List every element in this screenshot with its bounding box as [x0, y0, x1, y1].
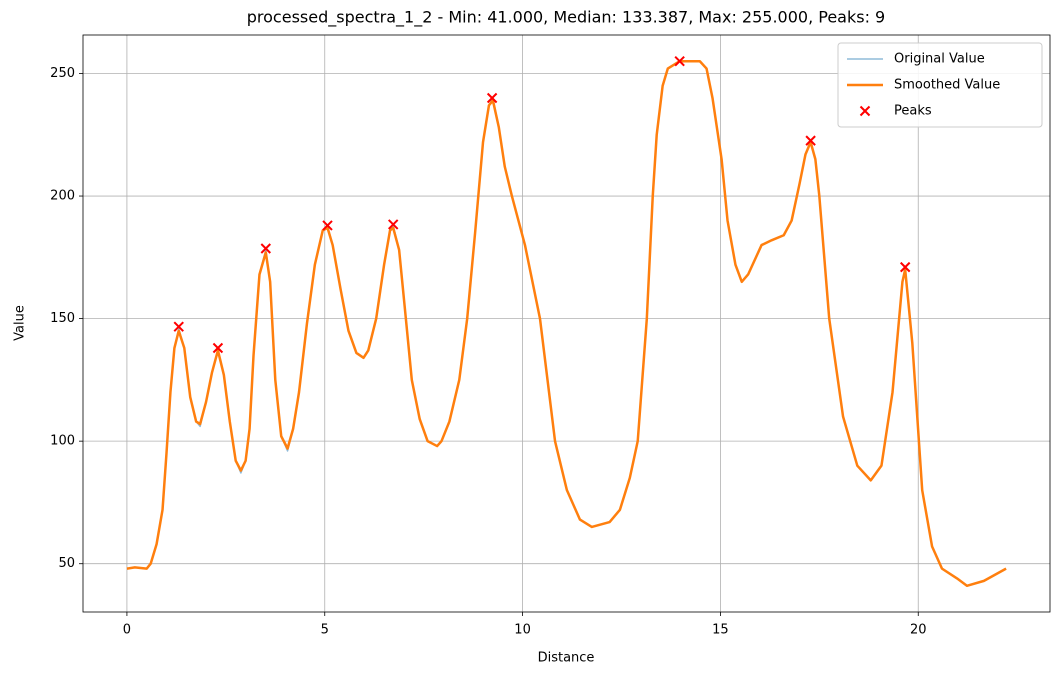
- peak-marker: [260, 243, 272, 254]
- marker-stroke: [173, 321, 184, 332]
- y-tick-label: 200: [50, 189, 75, 204]
- marker-stroke: [899, 261, 911, 273]
- legend-label: Smoothed Value: [894, 78, 1000, 93]
- y-axis-label: Value: [13, 305, 28, 341]
- plot-frame: [82, 34, 1051, 613]
- x-tick-label: 10: [514, 623, 531, 638]
- x-tick-label: 15: [712, 623, 729, 638]
- x-axis-label: Distance: [538, 651, 595, 666]
- x-tick-label: 0: [123, 623, 131, 638]
- marker-stroke: [260, 243, 272, 254]
- peak-marker: [322, 220, 333, 231]
- peak-marker: [805, 135, 816, 146]
- legend-label: Peaks: [894, 104, 932, 119]
- y-tick-label: 100: [50, 434, 75, 449]
- y-tick-label: 50: [58, 556, 75, 571]
- legend-swatch: [859, 105, 871, 117]
- peak-marker: [212, 342, 224, 354]
- marker-stroke: [212, 342, 224, 354]
- chart-title: processed_spectra_1_2 - Min: 41.000, Med…: [247, 8, 885, 28]
- x-tick-label: 20: [910, 623, 927, 638]
- peak-marker: [173, 321, 184, 332]
- peak-marker: [674, 56, 685, 67]
- x-tick-label: 5: [321, 623, 329, 638]
- peak-marker: [899, 261, 911, 273]
- marker-stroke: [805, 135, 816, 146]
- peak-marker: [486, 92, 498, 104]
- data-line: [126, 59, 1007, 588]
- marker-stroke: [674, 56, 685, 67]
- marker-stroke: [387, 219, 399, 230]
- peak-marker: [387, 219, 399, 230]
- marker-stroke: [486, 92, 498, 104]
- y-tick-label: 250: [50, 66, 75, 81]
- marker-stroke: [322, 220, 333, 231]
- legend-box: [837, 42, 1043, 128]
- data-line: [126, 60, 1007, 587]
- y-tick-label: 150: [50, 311, 75, 326]
- legend-label: Original Value: [894, 52, 985, 67]
